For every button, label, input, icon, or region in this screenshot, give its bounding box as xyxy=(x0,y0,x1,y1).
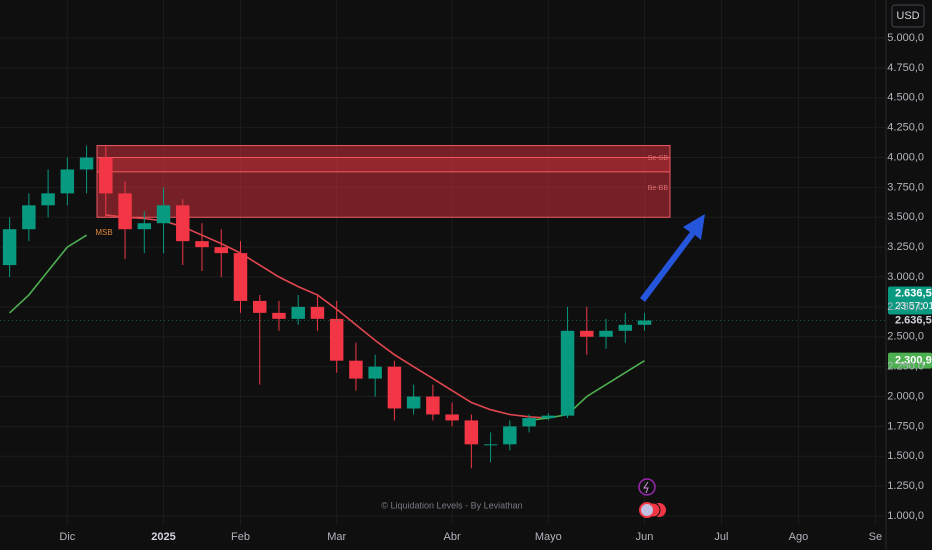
candle-body xyxy=(445,414,459,421)
annotation: Be-BB xyxy=(648,185,669,192)
candle-body xyxy=(272,312,286,319)
candle-body xyxy=(233,253,248,301)
countdown: 23:57:01 xyxy=(895,301,932,312)
last-price-tag xyxy=(888,286,932,315)
ma-price-tag xyxy=(888,352,932,369)
y-tick-label: 3.250,0 xyxy=(887,241,924,253)
y-tick-label: 3.500,0 xyxy=(887,211,924,223)
zones xyxy=(96,145,671,218)
candle-body xyxy=(291,306,305,319)
candle-body xyxy=(426,396,440,415)
x-tick-label: Ago xyxy=(789,531,809,543)
price-tags: 2.636,5 23:57:01 2.636,5 2.300,9 xyxy=(888,286,932,369)
ma-price-label: 2.300,9 xyxy=(895,354,932,366)
candle-body xyxy=(406,396,421,409)
candle-body xyxy=(387,366,402,409)
candle-body xyxy=(195,241,209,248)
projection-arrow xyxy=(640,214,705,302)
y-tick-label: 2.500,0 xyxy=(887,331,924,343)
candle-body xyxy=(156,205,171,224)
x-tick-label: Mar xyxy=(327,531,346,543)
y-tick-label: 4.750,0 xyxy=(887,62,924,74)
y-tick-label: 3.750,0 xyxy=(887,181,924,193)
candle-body xyxy=(464,420,479,445)
candle-body xyxy=(522,418,536,427)
price-line-label: 2.636,5 xyxy=(895,314,932,326)
candle-body xyxy=(41,193,55,206)
y-tick-label: 1.750,0 xyxy=(887,420,924,432)
y-tick-label: 2.750,0 xyxy=(887,301,924,313)
candle-body xyxy=(60,169,75,194)
x-tick-label: Feb xyxy=(231,531,250,543)
candle-body xyxy=(560,330,575,416)
event-icon xyxy=(639,502,655,518)
last-price-label: 2.636,5 xyxy=(895,287,932,299)
candle-body xyxy=(310,306,325,319)
candle-body xyxy=(79,157,94,170)
x-tick-label: Abr xyxy=(444,531,461,543)
annotation: Se-SB xyxy=(648,155,669,162)
event-icon xyxy=(638,478,656,496)
y-tick-label: 5.000,0 xyxy=(887,32,924,44)
y-tick-label: 3.000,0 xyxy=(887,271,924,283)
y-tick-label: 1.500,0 xyxy=(887,450,924,462)
candle-body xyxy=(637,320,652,325)
y-tick-label: 1.000,0 xyxy=(887,510,924,522)
candle-body xyxy=(176,205,190,242)
candle-body xyxy=(118,193,132,230)
candle-body xyxy=(618,324,633,331)
candle-body xyxy=(368,366,382,379)
x-tick-label: 2025 xyxy=(151,531,175,543)
currency: USD xyxy=(896,10,919,22)
candle-body xyxy=(541,415,556,419)
annotation: MSB xyxy=(95,228,112,237)
candle-body xyxy=(22,205,36,230)
y-tick-label: 2.250,0 xyxy=(887,361,924,373)
y-tick-label: 4.000,0 xyxy=(887,151,924,163)
x-tick-label: Mayo xyxy=(535,531,562,543)
watermark: © Liquidation Levels - By Leviathan xyxy=(381,500,522,510)
x-tick-label: Jun xyxy=(636,531,654,543)
plot xyxy=(0,145,885,469)
y-tick-label: 1.250,0 xyxy=(887,480,924,492)
currency-button[interactable] xyxy=(891,4,925,28)
candle-body xyxy=(329,318,344,361)
x-tick-label: Dic xyxy=(59,531,75,543)
candle-body xyxy=(503,426,517,445)
y-tick-label: 4.500,0 xyxy=(887,92,924,104)
candle-body xyxy=(99,157,113,194)
candle-body xyxy=(2,229,17,266)
y-tick-label: 4.250,0 xyxy=(887,122,924,134)
candle-body xyxy=(580,330,594,337)
candle-body xyxy=(214,247,228,254)
x-tick-label: Jul xyxy=(714,531,728,543)
candle-body xyxy=(137,223,152,230)
event-icon-bolt xyxy=(643,481,649,494)
candle-body xyxy=(483,444,498,446)
supply-zone xyxy=(96,157,671,173)
x-tick-label: Se xyxy=(869,531,882,543)
candle-body xyxy=(599,330,613,337)
candle-body xyxy=(252,300,267,313)
candle-body xyxy=(349,360,363,379)
y-tick-label: 2.000,0 xyxy=(887,390,924,402)
